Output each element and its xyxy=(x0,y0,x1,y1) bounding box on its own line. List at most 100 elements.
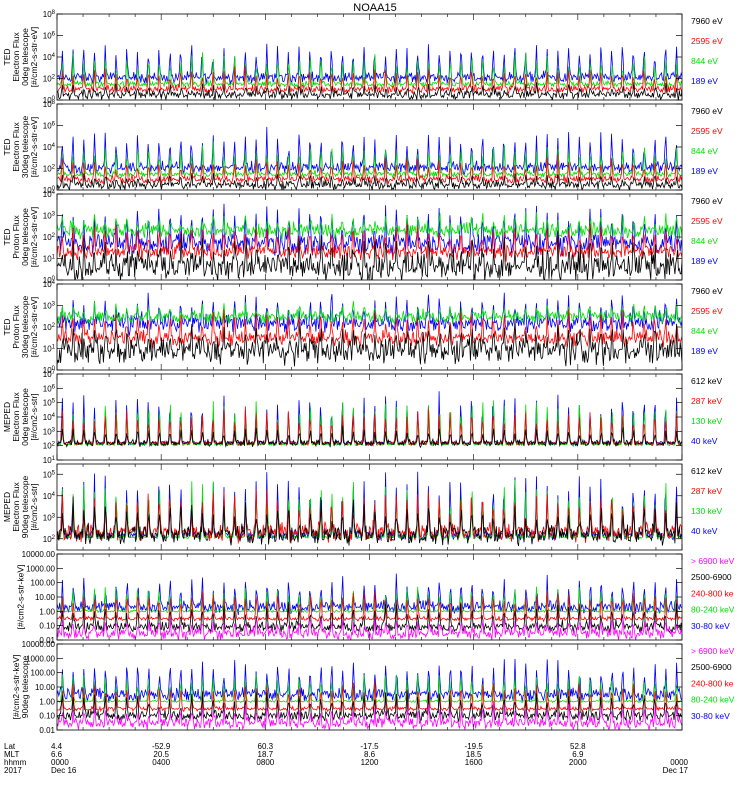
legend-entry: 2595 eV xyxy=(691,36,723,46)
y-tick-label: 1.00 xyxy=(39,607,55,616)
series-line xyxy=(57,591,682,623)
y-tick-label: 1000.00 xyxy=(26,654,55,663)
y-tick-label: 10000.00 xyxy=(22,640,56,649)
series-line xyxy=(57,211,682,241)
panel-frame xyxy=(56,373,683,461)
y-axis-label: Electron Flux xyxy=(11,31,21,81)
y-tick-label: 102 xyxy=(43,323,56,332)
time-tick-label: 0400 xyxy=(152,758,170,767)
y-tick-label: 106 xyxy=(43,32,56,41)
y-tick-label: 101 xyxy=(43,345,56,354)
y-tick-label: 100 xyxy=(43,186,56,195)
legend-entry: 612 keV xyxy=(691,376,723,386)
y-tick-label: 100.00 xyxy=(31,669,56,678)
series-line xyxy=(57,391,682,447)
time-tick-label: 0800 xyxy=(256,758,274,767)
time-tick-label: -19.5 xyxy=(465,742,484,751)
panel-7: 0.01 0.10 1.00 10.00 100.00 1000.00 10000.00 [#… xyxy=(16,550,735,645)
y-tick-label: 103 xyxy=(43,427,56,436)
y-tick-label: 101 xyxy=(43,255,56,264)
y-tick-label: 100 xyxy=(43,96,56,105)
legend-entry: 844 eV xyxy=(691,56,718,66)
series-line xyxy=(57,496,682,547)
y-axis-label: [#/cm2-s-str-eV] xyxy=(29,27,39,87)
series-line xyxy=(57,66,682,95)
y-axis-label: 0deg telescope xyxy=(20,208,30,266)
legend-entry: > 6900 keV xyxy=(691,646,735,656)
series-line xyxy=(57,658,682,703)
legend-entry: 2500-6900 xyxy=(691,662,732,672)
axis-row-label: Lat xyxy=(4,742,16,751)
legend-entry: 80-240 keV xyxy=(691,695,735,705)
series-line xyxy=(57,141,682,179)
series-line xyxy=(57,154,682,186)
time-tick-label: -17.5 xyxy=(360,742,379,751)
series-line xyxy=(57,617,682,640)
legend-entry: > 6900 keV xyxy=(691,556,735,566)
y-tick-label: 102 xyxy=(43,233,56,242)
y-axis-label: [#/cm2-s-str-keV] xyxy=(11,655,21,720)
legend-entry: 189 eV xyxy=(691,256,718,266)
legend-entry: 30-80 keV xyxy=(691,621,730,631)
series-line xyxy=(57,222,682,262)
legend-entry: 7960 eV xyxy=(691,106,723,116)
y-tick-label: 104 xyxy=(43,492,56,501)
y-axis-label: Electron Flux xyxy=(11,121,21,171)
y-axis-label: [#/cm2-s-str] xyxy=(29,483,39,530)
legend-entry: 189 eV xyxy=(691,76,718,86)
series-line xyxy=(57,425,682,449)
time-tick-label: 4.4 xyxy=(51,742,63,751)
y-tick-label: 0.10 xyxy=(39,712,55,721)
panel-1: 100 102 104 106 108 TED Electron Flux 0deg tele… xyxy=(2,10,723,105)
y-tick-label: 100 xyxy=(43,366,56,375)
y-tick-label: 104 xyxy=(43,143,56,152)
time-tick-label: 20.5 xyxy=(153,750,169,759)
y-tick-label: 104 xyxy=(43,280,56,289)
panel-8: 0.01 0.10 1.00 10.00 100.00 1000.00 10000.00[#… xyxy=(11,640,735,735)
y-tick-label: 108 xyxy=(43,100,56,109)
panel-5: 101 102 103 104 105 106 107 MEPED Electron Flux 0… xyxy=(2,370,723,465)
y-axis-label: Proton Flux xyxy=(11,215,21,259)
y-axis-label: TED xyxy=(2,319,12,336)
y-axis-label: TED xyxy=(2,139,12,156)
y-axis-label: 30deg telescope xyxy=(20,116,30,179)
time-tick-label: 18.5 xyxy=(466,750,482,759)
series-line xyxy=(57,52,682,89)
series-line xyxy=(57,406,682,447)
y-tick-label: 107 xyxy=(43,370,56,379)
series-line xyxy=(57,230,682,280)
legend-entry: 844 eV xyxy=(691,236,718,246)
series-line xyxy=(57,573,682,616)
y-tick-label: 100 xyxy=(43,276,56,285)
series-line xyxy=(57,690,682,723)
legend-entry: 189 eV xyxy=(691,166,718,176)
y-axis-label: [#/cm2-s-str-eV] xyxy=(29,117,39,177)
series-line xyxy=(57,674,682,704)
series-line xyxy=(57,318,682,367)
legend-entry: 844 eV xyxy=(691,146,718,156)
y-axis-label: Proton Flux xyxy=(11,305,21,349)
y-tick-label: 105 xyxy=(43,399,56,408)
legend-entry: 287 keV xyxy=(691,396,723,406)
time-tick-label: 2000 xyxy=(569,758,587,767)
y-axis-label: 90deg telescope xyxy=(20,476,30,539)
legend-entry: 287 keV xyxy=(691,486,723,496)
y-tick-label: 10000.00 xyxy=(22,550,56,559)
time-tick-label: 0000 xyxy=(670,758,688,767)
time-tick-label: 0000 xyxy=(51,758,69,767)
y-tick-label: 1.00 xyxy=(39,697,55,706)
axis-row-label: hhmm xyxy=(4,758,27,767)
panel-3: 100 101 102 103 104 TED Proton Flux 0deg telesc… xyxy=(2,190,723,285)
legend-entry: 7960 eV xyxy=(691,196,723,206)
y-tick-label: 104 xyxy=(43,190,56,199)
y-tick-label: 101 xyxy=(43,456,56,465)
series-line xyxy=(57,680,682,713)
time-tick-label: 1600 xyxy=(465,758,483,767)
legend-entry: 844 eV xyxy=(691,326,718,336)
y-tick-label: 103 xyxy=(43,513,56,522)
legend-entry: 7960 eV xyxy=(691,286,723,296)
y-axis-label: 30deg telescope xyxy=(20,296,30,359)
chart-title: NOAA15 xyxy=(353,2,396,14)
